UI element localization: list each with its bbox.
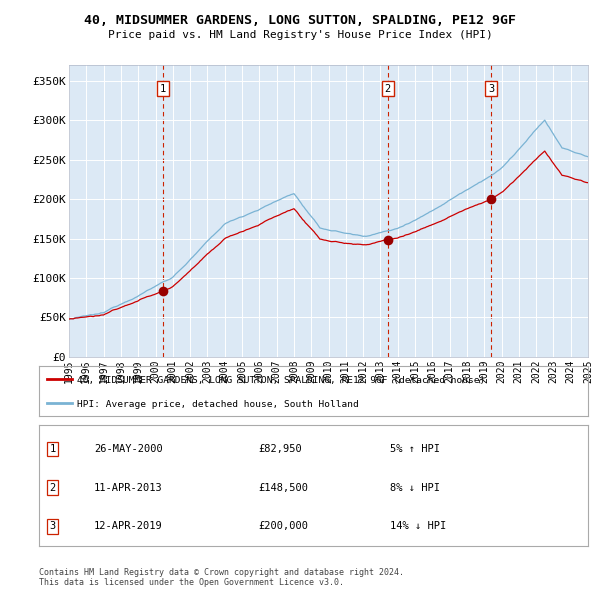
Text: £200,000: £200,000: [259, 522, 308, 532]
Text: HPI: Average price, detached house, South Holland: HPI: Average price, detached house, Sout…: [77, 401, 359, 409]
Text: 14% ↓ HPI: 14% ↓ HPI: [391, 522, 446, 532]
Text: Price paid vs. HM Land Registry's House Price Index (HPI): Price paid vs. HM Land Registry's House …: [107, 31, 493, 40]
Text: 11-APR-2013: 11-APR-2013: [94, 483, 163, 493]
Text: 3: 3: [50, 522, 56, 532]
Text: 3: 3: [488, 84, 494, 94]
Text: 2: 2: [50, 483, 56, 493]
Text: 2: 2: [385, 84, 391, 94]
Text: 40, MIDSUMMER GARDENS, LONG SUTTON, SPALDING, PE12 9GF (detached house): 40, MIDSUMMER GARDENS, LONG SUTTON, SPAL…: [77, 376, 485, 385]
Text: £148,500: £148,500: [259, 483, 308, 493]
Text: 40, MIDSUMMER GARDENS, LONG SUTTON, SPALDING, PE12 9GF: 40, MIDSUMMER GARDENS, LONG SUTTON, SPAL…: [84, 14, 516, 27]
Text: £82,950: £82,950: [259, 444, 302, 454]
Text: 1: 1: [160, 84, 166, 94]
Text: 8% ↓ HPI: 8% ↓ HPI: [391, 483, 440, 493]
Text: 1: 1: [50, 444, 56, 454]
Text: 12-APR-2019: 12-APR-2019: [94, 522, 163, 532]
Text: 5% ↑ HPI: 5% ↑ HPI: [391, 444, 440, 454]
Text: Contains HM Land Registry data © Crown copyright and database right 2024.
This d: Contains HM Land Registry data © Crown c…: [39, 568, 404, 587]
Text: 26-MAY-2000: 26-MAY-2000: [94, 444, 163, 454]
